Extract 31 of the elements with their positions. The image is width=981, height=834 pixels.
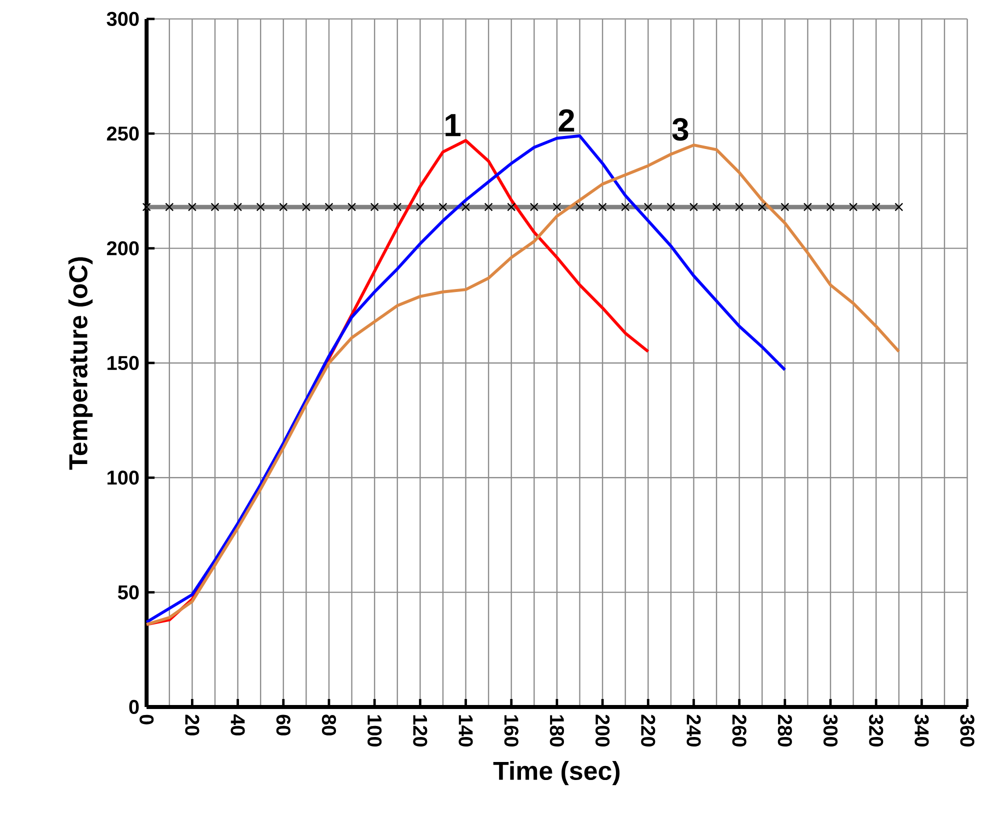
x-tick-label: 40 bbox=[230, 714, 245, 736]
x-tick-label: 0 bbox=[140, 714, 154, 724]
y-axis-title: Temperature (oC) bbox=[68, 257, 93, 470]
y-tick-label: 300 bbox=[106, 12, 139, 26]
x-tick-label: 280 bbox=[778, 714, 792, 747]
y-tick-label: 200 bbox=[106, 241, 139, 256]
x-tick-label: 20 bbox=[185, 714, 200, 736]
x-tick-label: 240 bbox=[686, 714, 701, 747]
x-tick-label: 340 bbox=[914, 714, 929, 747]
series-label: 1 bbox=[446, 114, 460, 136]
series-label: 3 bbox=[672, 118, 688, 141]
x-tick-label: 320 bbox=[869, 714, 884, 747]
x-axis-title: Time (sec) bbox=[493, 761, 620, 786]
x-tick-label: 160 bbox=[504, 715, 518, 747]
x-tick-label: 60 bbox=[276, 714, 290, 736]
x-tick-label: 300 bbox=[823, 714, 838, 747]
y-tick-label: 50 bbox=[118, 585, 139, 600]
x-tick-label: 180 bbox=[550, 715, 564, 747]
y-tick-label: 150 bbox=[108, 356, 139, 370]
x-tick-label: 360 bbox=[960, 714, 974, 747]
x-tick-label: 80 bbox=[322, 714, 336, 736]
y-tick-label: 250 bbox=[106, 126, 139, 141]
y-tick-label: 100 bbox=[108, 470, 139, 485]
x-tick-label: 100 bbox=[368, 715, 382, 747]
series-label: 2 bbox=[558, 109, 574, 132]
y-tick-label: 0 bbox=[129, 700, 139, 714]
x-tick-label: 200 bbox=[595, 714, 610, 747]
x-tick-label: 220 bbox=[641, 714, 656, 747]
x-tick-label: 260 bbox=[732, 714, 746, 747]
x-tick-label: 120 bbox=[413, 715, 428, 747]
x-tick-label: 140 bbox=[458, 715, 473, 747]
